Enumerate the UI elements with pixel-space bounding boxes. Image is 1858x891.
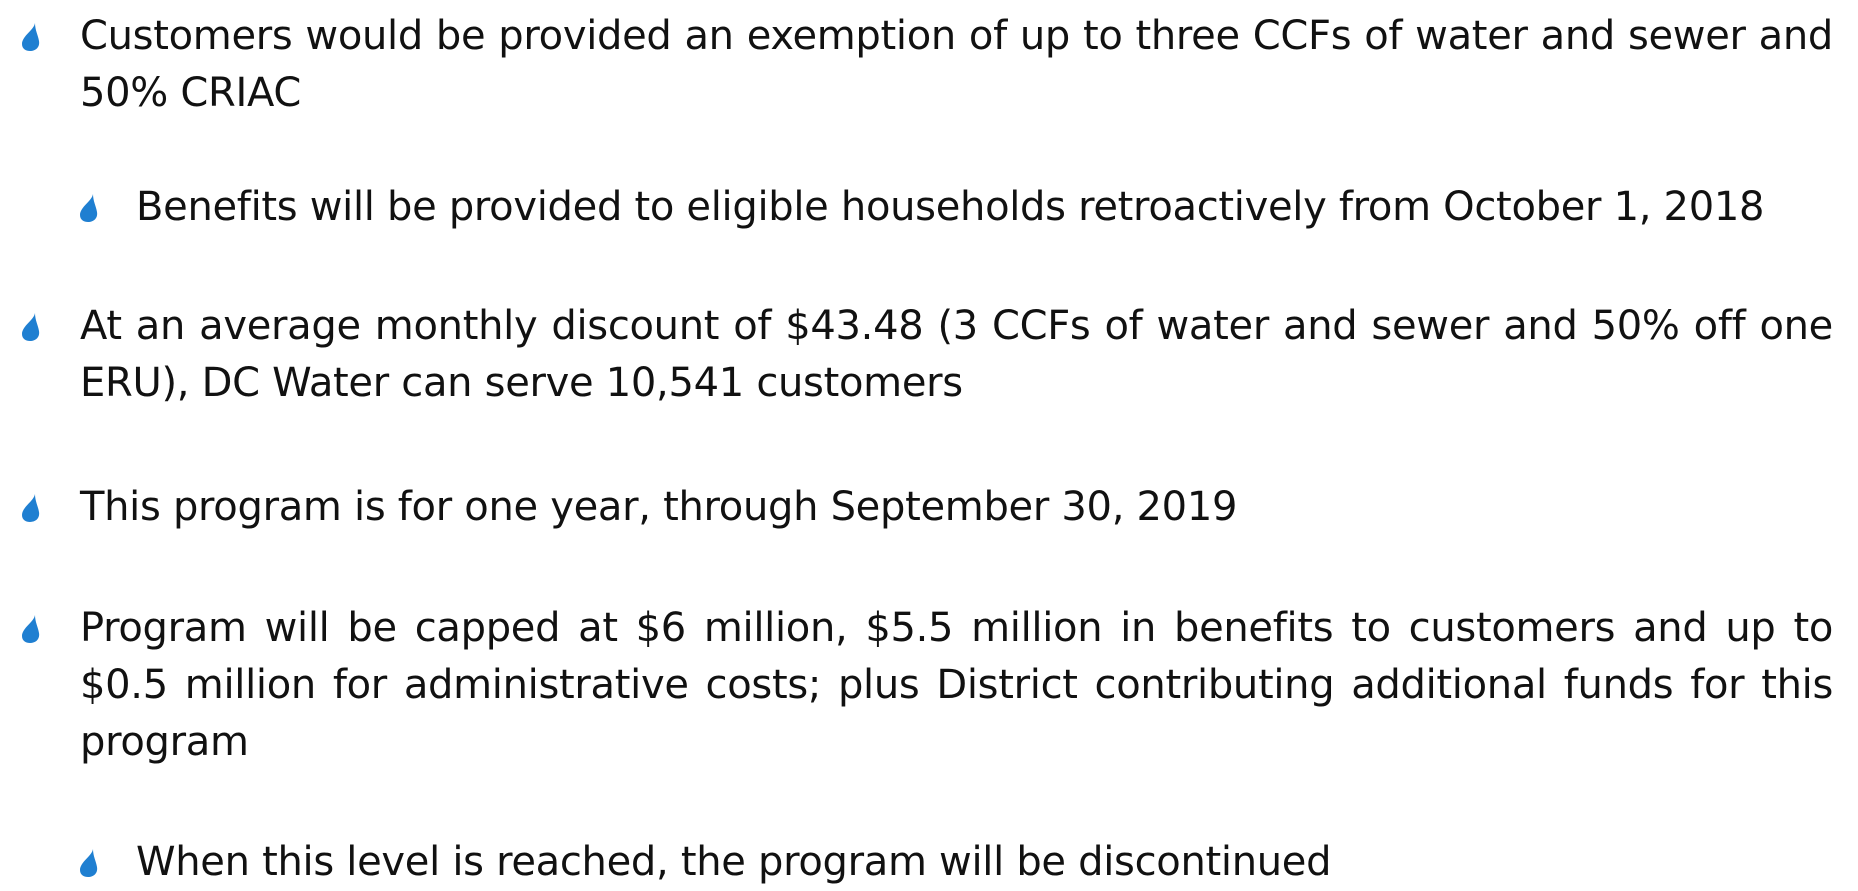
bullet-text: Program will be capped at $6 million, $5… [80, 605, 1833, 765]
drop-bullet [80, 849, 98, 877]
bullet-text: This program is for one year, through Se… [80, 484, 1238, 530]
bullet-item: Customers would be provided an exemption… [22, 8, 1833, 122]
bullet-item: Benefits will be provided to eligible ho… [80, 179, 1833, 236]
bullet-text: At an average monthly discount of $43.48… [80, 303, 1833, 406]
bullet-item: This program is for one year, through Se… [22, 479, 1833, 536]
drop-bullet [22, 615, 40, 643]
drop-shape [22, 23, 40, 51]
drop-bullet [22, 23, 40, 51]
drop-shape [22, 313, 40, 341]
drop-bullet [22, 494, 40, 522]
bullet-item: At an average monthly discount of $43.48… [22, 298, 1833, 412]
drop-shape [22, 615, 40, 643]
drop-bullet [80, 194, 98, 222]
bullet-item: When this level is reached, the program … [80, 834, 1833, 891]
bullet-text: Benefits will be provided to eligible ho… [136, 184, 1765, 230]
drop-bullet [22, 313, 40, 341]
drop-shape [22, 494, 40, 522]
drop-shape [80, 849, 98, 877]
bullet-text: When this level is reached, the program … [136, 839, 1332, 885]
drop-shape [80, 194, 98, 222]
bullet-text: Customers would be provided an exemption… [80, 13, 1833, 116]
bullet-item: Program will be capped at $6 million, $5… [22, 600, 1833, 771]
